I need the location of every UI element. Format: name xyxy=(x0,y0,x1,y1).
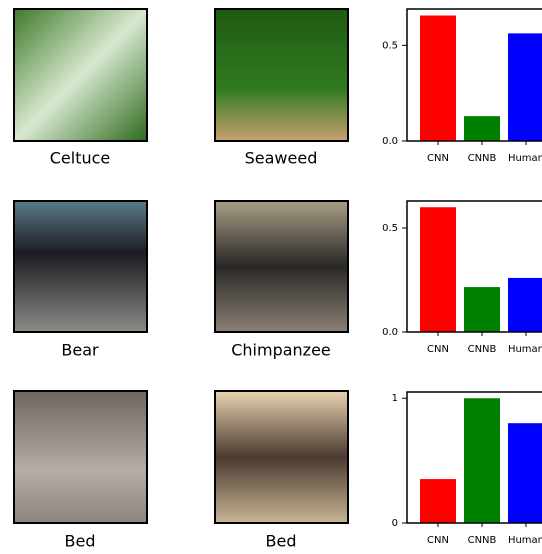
bar xyxy=(420,16,456,141)
y-tick-label: 0 xyxy=(392,518,398,529)
image-label: Chimpanzee xyxy=(231,341,331,360)
x-tick-label: CNN xyxy=(427,153,449,164)
x-tick-label: CNN xyxy=(427,344,449,355)
y-tick-label: 0.5 xyxy=(382,223,398,234)
y-tick-label: 1 xyxy=(392,393,398,404)
bar xyxy=(464,398,500,523)
image-label: Celtuce xyxy=(50,149,111,168)
image-label: Bed xyxy=(266,532,297,551)
x-tick-label: CNNB xyxy=(468,535,497,546)
image-label: Seaweed xyxy=(245,149,318,168)
y-tick-label: 0.5 xyxy=(382,40,398,51)
bar xyxy=(464,287,500,332)
figure: Celtuce Seaweed Bear Chimpanzee Bed Bed … xyxy=(0,0,542,554)
bar xyxy=(464,116,500,141)
image-label: Bear xyxy=(61,341,99,360)
y-tick-label: 0.0 xyxy=(382,136,398,147)
x-tick-label: Human xyxy=(508,153,542,164)
image xyxy=(215,201,348,332)
bar xyxy=(420,207,456,332)
bar xyxy=(420,479,456,523)
bar xyxy=(508,278,542,332)
x-tick-label: CNN xyxy=(427,535,449,546)
image-label: Bed xyxy=(65,532,96,551)
x-tick-label: Human xyxy=(508,535,542,546)
x-tick-label: CNNB xyxy=(468,344,497,355)
x-tick-label: Human xyxy=(508,344,542,355)
image xyxy=(215,9,348,141)
image xyxy=(14,201,147,332)
y-tick-label: 0.0 xyxy=(382,327,398,338)
image xyxy=(14,391,147,523)
bar xyxy=(508,423,542,523)
bar xyxy=(508,33,542,141)
images xyxy=(14,9,348,523)
image xyxy=(14,9,147,141)
x-tick-label: CNNB xyxy=(468,153,497,164)
image xyxy=(215,391,348,523)
